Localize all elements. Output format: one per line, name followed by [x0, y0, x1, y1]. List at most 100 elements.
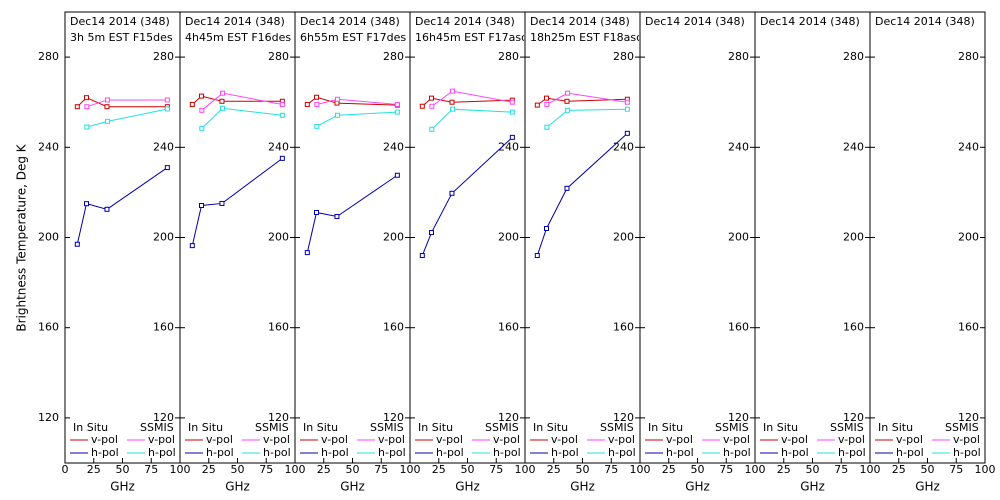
y-tick-label: 120 [153, 411, 174, 424]
data-point [84, 104, 90, 110]
data-point [509, 134, 515, 140]
y-tick-label: 240 [613, 140, 634, 153]
y-tick-label: 280 [498, 50, 519, 63]
data-point [394, 109, 400, 115]
x-tick-label: 50 [346, 463, 360, 476]
data-point [565, 90, 571, 96]
y-tick-label: 160 [613, 321, 634, 334]
legend-group: In Situ [418, 421, 453, 434]
data-point [509, 99, 515, 105]
data-point [544, 124, 550, 130]
x-axis-label: GHz [225, 480, 250, 494]
panel-title: Dec14 2014 (348) [530, 15, 630, 28]
series-line [76, 97, 168, 108]
x-tick-label: 100 [285, 463, 306, 476]
y-tick-label: 200 [383, 231, 404, 244]
x-tick-label: 50 [806, 463, 820, 476]
legend-label: v-pol [321, 433, 348, 446]
data-point [74, 241, 80, 247]
x-axis-label: GHz [455, 480, 480, 494]
series-line [191, 95, 283, 105]
data-point [220, 90, 226, 96]
x-axis-label: GHz [915, 480, 940, 494]
data-point [219, 200, 225, 206]
x-tick-label: 75 [949, 463, 963, 476]
x-tick-label: 50 [921, 463, 935, 476]
x-tick-label: 25 [662, 463, 676, 476]
y-tick-label: 160 [268, 321, 289, 334]
legend-label: v-pol [896, 433, 923, 446]
y-tick-label: 120 [268, 411, 289, 424]
data-point [534, 253, 540, 259]
data-point [164, 97, 170, 103]
x-tick-label: 100 [515, 463, 536, 476]
legend-label: v-pol [436, 433, 463, 446]
data-point [279, 112, 285, 118]
data-point [199, 93, 205, 99]
y-tick-label: 280 [38, 50, 59, 63]
x-axis-label: GHz [110, 480, 135, 494]
legend-label: v-pol [493, 433, 520, 446]
data-point [164, 165, 170, 171]
data-point [394, 172, 400, 178]
legend-label: v-pol [148, 433, 175, 446]
data-point [314, 209, 320, 215]
data-point [105, 97, 111, 103]
y-tick-label: 200 [153, 231, 174, 244]
legend-group: SSMIS [830, 421, 864, 434]
y-tick-label: 200 [613, 231, 634, 244]
x-tick-label: 0 [62, 463, 69, 476]
panel-title: Dec14 2014 (348) [70, 15, 170, 28]
legend-label: h-pol [321, 446, 349, 459]
data-point [199, 202, 205, 208]
y-tick-label: 120 [728, 411, 749, 424]
legend-group: In Situ [763, 421, 798, 434]
x-tick-label: 75 [144, 463, 158, 476]
y-tick-label: 280 [728, 50, 749, 63]
y-tick-label: 280 [843, 50, 864, 63]
series-line [537, 97, 628, 106]
data-point [335, 112, 341, 118]
x-tick-label: 100 [170, 463, 191, 476]
legend-group: In Situ [188, 421, 223, 434]
panel-subtitle: 18h25m EST F18asc [530, 31, 642, 44]
y-tick-label: 160 [38, 321, 59, 334]
panel-subtitle: 16h45m EST F17asc [415, 31, 527, 44]
series-line [536, 132, 628, 256]
legend-group: In Situ [303, 421, 338, 434]
data-point [544, 95, 550, 101]
panel-title: Dec14 2014 (348) [300, 15, 400, 28]
y-tick-label: 240 [958, 140, 979, 153]
series-line [76, 167, 168, 245]
y-tick-label: 160 [153, 321, 174, 334]
y-tick-label: 240 [498, 140, 519, 153]
y-tick-label: 200 [958, 231, 979, 244]
legend-group: In Situ [878, 421, 913, 434]
y-tick-label: 120 [383, 411, 404, 424]
data-point [335, 96, 341, 102]
legend-label: h-pol [608, 446, 636, 459]
data-point [450, 88, 456, 94]
legend-label: v-pol [206, 433, 233, 446]
data-point [314, 94, 320, 100]
legend-label: h-pol [896, 446, 924, 459]
legend-label: v-pol [666, 433, 693, 446]
y-tick-label: 200 [728, 231, 749, 244]
panel-subtitle: 6h55m EST F17des [300, 31, 406, 44]
x-axis-label: GHz [685, 480, 710, 494]
legend-label: h-pol [493, 446, 521, 459]
x-tick-label: 75 [604, 463, 618, 476]
x-tick-label: 25 [317, 463, 331, 476]
data-point [199, 107, 205, 113]
data-point [164, 106, 170, 112]
x-tick-label: 75 [489, 463, 503, 476]
y-tick-label: 120 [38, 411, 59, 424]
series-line [306, 174, 398, 253]
y-tick-label: 160 [728, 321, 749, 334]
y-axis-label: Brightness Temperature, Deg K [15, 143, 29, 331]
x-tick-label: 25 [777, 463, 791, 476]
data-point [394, 101, 400, 107]
x-tick-label: 50 [576, 463, 590, 476]
data-point [84, 201, 90, 207]
